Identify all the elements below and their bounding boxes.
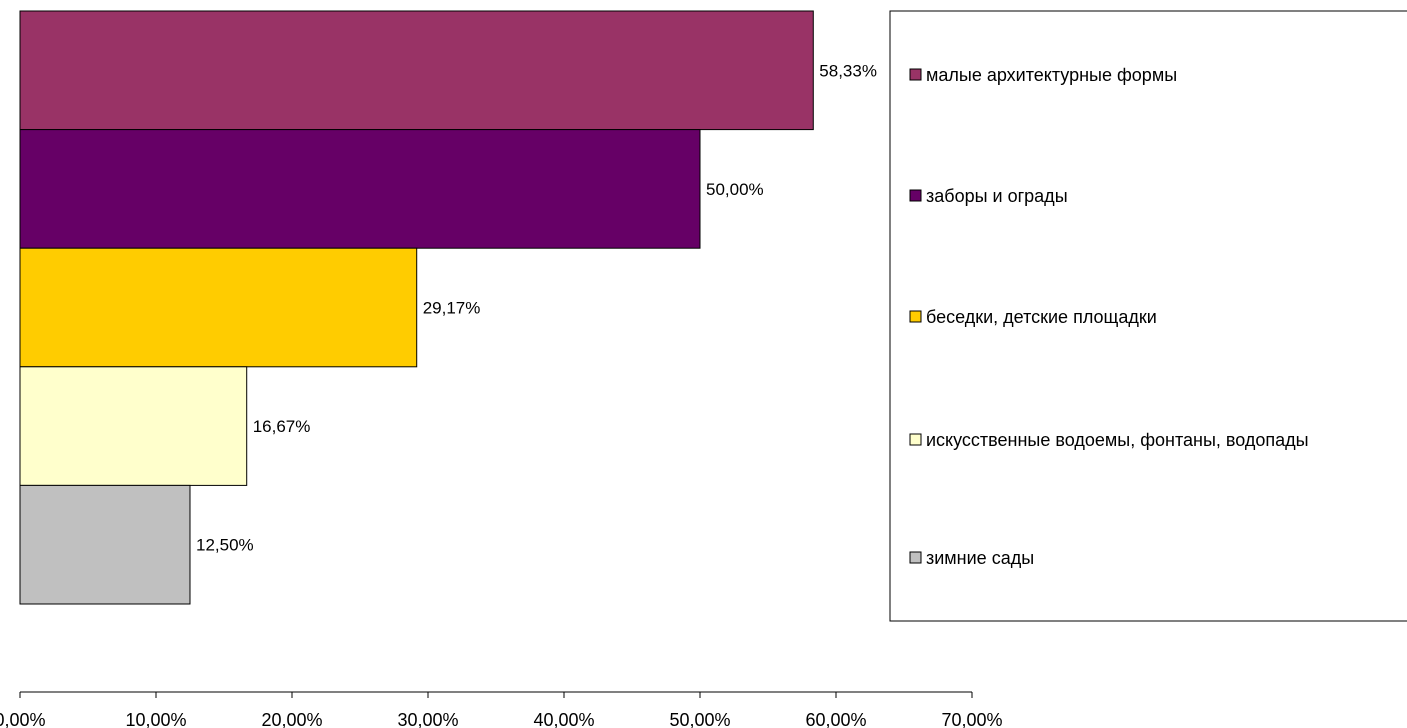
x-tick-label-0: 0,00% xyxy=(0,710,46,728)
value-labels-group: 58,33% 50,00% 29,17% 16,67% 12,50% xyxy=(196,61,877,554)
legend-label-1: малые архитектурные формы xyxy=(926,65,1177,85)
x-tick-label-2: 20,00% xyxy=(261,710,322,728)
bar-4 xyxy=(19,366,248,486)
legend-label-3: беседки, детские площадки xyxy=(926,307,1157,327)
bar-1 xyxy=(19,10,814,131)
legend-swatch-5 xyxy=(909,551,922,564)
legend-swatch-3 xyxy=(909,310,922,323)
legend-label-5: зимние сады xyxy=(926,548,1034,568)
value-label-4: 16,67% xyxy=(253,417,311,436)
x-tick-label-5: 50,00% xyxy=(669,710,730,728)
value-label-5: 12,50% xyxy=(196,536,254,555)
x-tick-label-1: 10,00% xyxy=(125,710,186,728)
x-tick-label-6: 60,00% xyxy=(805,710,866,728)
legend-label-4: искусственные водоемы, фонтаны, водопады xyxy=(926,430,1309,450)
bars-group xyxy=(19,10,814,605)
legend-swatch-2 xyxy=(909,189,922,202)
legend: малые архитектурные формы заборы и ограды… xyxy=(889,10,1407,622)
legend-swatch-4 xyxy=(909,433,922,446)
x-tick-label-4: 40,00% xyxy=(533,710,594,728)
value-label-2: 50,00% xyxy=(706,180,764,199)
x-tick-label-3: 30,00% xyxy=(397,710,458,728)
legend-box xyxy=(889,10,1407,622)
bar-3 xyxy=(19,247,418,368)
bar-5 xyxy=(19,484,191,605)
legend-label-2: заборы и ограды xyxy=(926,186,1068,206)
x-tick-label-7: 70,00% xyxy=(941,710,1002,728)
bar-2 xyxy=(19,129,701,249)
value-label-3: 29,17% xyxy=(423,299,481,318)
legend-swatch-1 xyxy=(909,68,922,81)
value-label-1: 58,33% xyxy=(819,61,877,80)
x-axis: 0,00% 10,00% 20,00% 30,00% 40,00% 50,00% 60,00… xyxy=(0,691,1003,728)
